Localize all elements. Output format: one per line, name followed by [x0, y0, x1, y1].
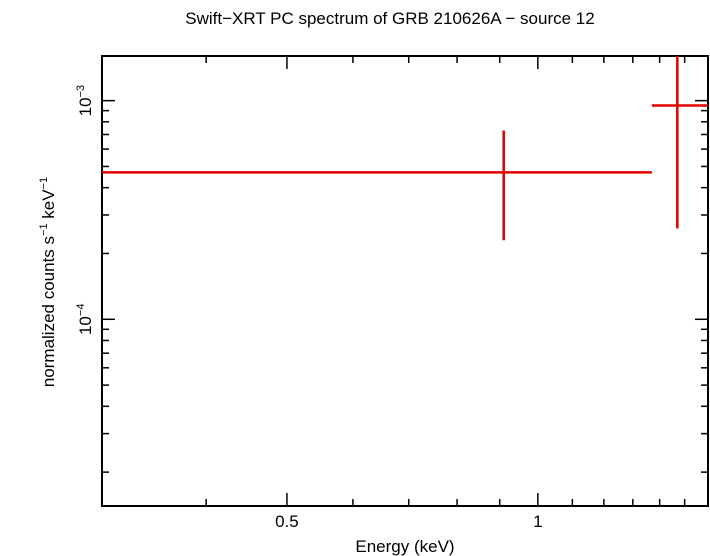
- y-tick-label: 10−3: [75, 85, 95, 116]
- x-tick-label: 1: [533, 512, 542, 531]
- data-points: [102, 56, 708, 241]
- data-point: [102, 130, 652, 241]
- tick-labels: 0.5 1 10−3 10−4: [75, 85, 543, 531]
- y-tick-label: 10−4: [75, 304, 95, 335]
- y-axis-label: normalized counts s−1 keV−1: [38, 177, 58, 387]
- y-axis-label-exp1: −1: [38, 223, 50, 236]
- axis-ticks: [101, 56, 709, 506]
- x-tick-label: 0.5: [275, 512, 299, 531]
- data-point: [651, 56, 708, 229]
- y-axis-label-exp2: −1: [38, 177, 50, 190]
- y-axis-label-mid: keV: [39, 189, 58, 224]
- plot-frame: [101, 55, 709, 507]
- chart-title: Swift−XRT PC spectrum of GRB 210626A − s…: [185, 9, 594, 28]
- x-axis-label: Energy (keV): [355, 537, 454, 556]
- y-axis-label-base: normalized counts s: [39, 236, 58, 387]
